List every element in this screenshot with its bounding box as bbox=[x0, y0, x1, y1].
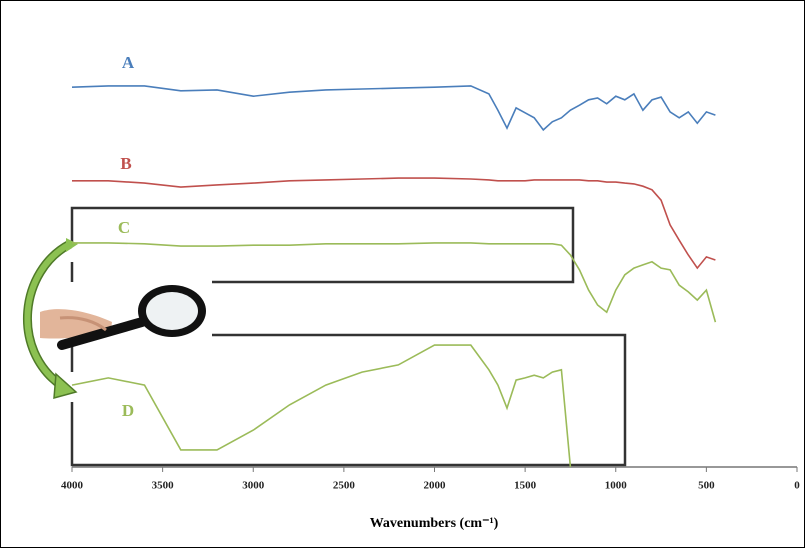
x-tick-label: 1500 bbox=[514, 480, 537, 492]
x-tick-label: 4000 bbox=[61, 480, 84, 492]
x-tick-label: 0 bbox=[794, 480, 800, 492]
series-name: D bbox=[122, 401, 134, 420]
x-tick-label: 2500 bbox=[333, 480, 356, 492]
series-name: A bbox=[122, 53, 135, 72]
x-tick-label: 1000 bbox=[605, 480, 628, 492]
series-name: B bbox=[120, 154, 131, 173]
x-tick-label: 500 bbox=[698, 480, 715, 492]
x-tick-label: 3500 bbox=[152, 480, 175, 492]
chart: Wavenumbers (cm⁻¹) 4000 3500 3000 2500 2000 1… bbox=[0, 0, 805, 548]
x-tick-label: 3000 bbox=[242, 480, 265, 492]
series-name: C bbox=[118, 218, 130, 237]
page: {"chart_data": {"type": "line", "xlabel"… bbox=[0, 0, 805, 548]
x-tick-label: 2000 bbox=[424, 480, 447, 492]
x-axis-label: Wavenumbers (cm⁻¹) bbox=[370, 516, 499, 531]
